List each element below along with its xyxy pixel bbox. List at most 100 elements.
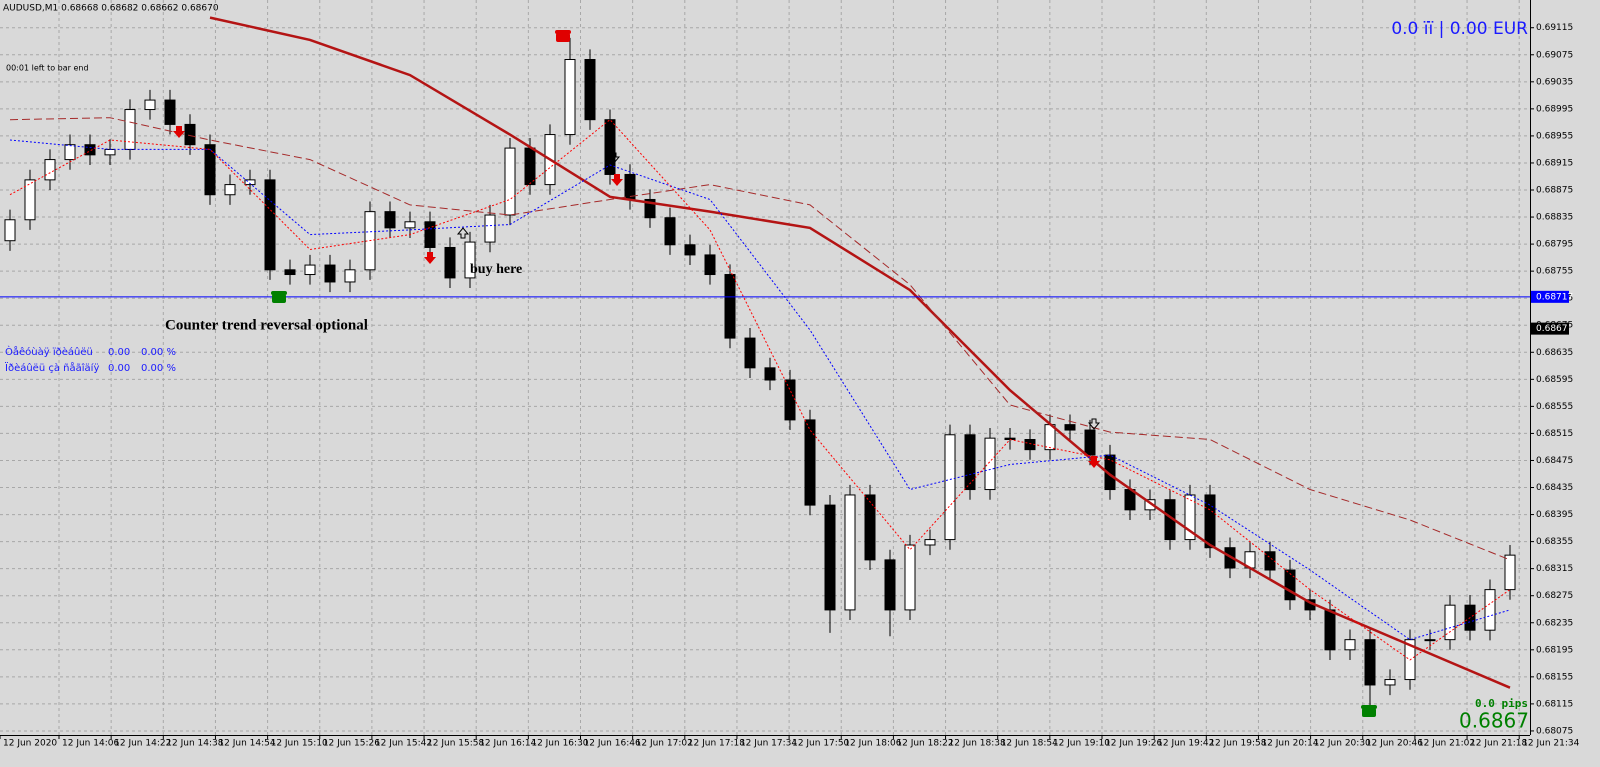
plot-area — [0, 16, 1530, 708]
level-label-box — [1531, 290, 1569, 303]
candle-body — [1344, 639, 1356, 651]
bid-label-box — [1531, 322, 1569, 335]
pips: 0.0 pips — [1475, 697, 1528, 710]
x-tick-label: 12 Jun 21:18 — [1470, 739, 1527, 749]
candle-body — [1184, 494, 1196, 541]
x-tick-label: 12 Jun 14:54 — [218, 739, 275, 749]
candle-body — [604, 119, 616, 175]
info-value: 0.00 — [108, 363, 130, 374]
candle-body — [824, 504, 836, 611]
candle-body — [1084, 429, 1096, 456]
candle-body — [844, 494, 856, 611]
sell-arrow — [1088, 456, 1100, 468]
y-tick-label: 0.68475 — [1536, 456, 1573, 466]
candle-body — [804, 419, 816, 506]
y-tick-label: 0.68595 — [1536, 375, 1573, 385]
y-tick-label: 0.68235 — [1536, 618, 1573, 628]
phone-icon — [271, 291, 287, 303]
x-tick-label: 12 Jun 19:42 — [1157, 739, 1214, 749]
phone-icon — [1361, 705, 1377, 717]
candle-body — [1424, 639, 1436, 642]
candle-body — [984, 437, 996, 491]
candle-body — [1264, 551, 1276, 571]
candle-body — [464, 241, 476, 279]
x-tick-label: 12 Jun 20:46 — [1366, 739, 1423, 749]
y-tick-label: 0.68075 — [1536, 726, 1573, 736]
candle-body — [424, 221, 436, 248]
x-tick-label: 12 Jun 18:38 — [949, 739, 1006, 749]
buy-arrow — [456, 227, 470, 239]
candle-body — [84, 144, 96, 156]
candle-body — [704, 254, 716, 276]
candle-body — [504, 147, 516, 216]
x-tick-label: 12 Jun 18:22 — [896, 739, 953, 749]
candle-body — [164, 99, 176, 125]
info-label: Òåêóùàÿ ïðèáûëü — [5, 345, 93, 358]
candle-body — [964, 434, 976, 491]
candle-body — [904, 544, 916, 611]
candle-body — [404, 221, 416, 229]
x-tick-label: 12 Jun 21:02 — [1418, 739, 1475, 749]
info-label: Ïðèáûëü çà ñåãîäíÿ — [5, 361, 99, 374]
chart-title: AUDUSD,M1 0.68668 0.68682 0.68662 0.6867… — [3, 4, 219, 14]
candle-body — [244, 179, 256, 186]
candle-body — [864, 494, 876, 561]
candle-body — [384, 211, 396, 229]
x-tick-label: 12 Jun 14:06 — [62, 739, 119, 749]
candle-body — [264, 179, 276, 271]
candle-body — [44, 159, 56, 181]
x-tick-label: 12 Jun 2020 — [3, 739, 57, 749]
level-label: 0.68717 — [1536, 292, 1573, 302]
indicator-line — [9, 139, 1511, 641]
candle-body — [104, 148, 116, 156]
x-tick-label: 12 Jun 18:06 — [844, 739, 901, 749]
candle-body — [1484, 589, 1496, 631]
x-tick-label: 12 Jun 15:58 — [427, 739, 484, 749]
candle-body — [784, 379, 796, 421]
x-tick-label: 12 Jun 17:50 — [792, 739, 849, 749]
candle-body — [664, 217, 676, 246]
candle-body — [584, 59, 596, 121]
candle-body — [144, 99, 156, 111]
y-tick-label: 0.68555 — [1536, 402, 1573, 412]
info-value: 0.00 — [108, 347, 130, 358]
candle-body — [1504, 554, 1516, 591]
x-tick-label: 12 Jun 19:58 — [1209, 739, 1266, 749]
candle-body — [684, 244, 696, 256]
x-tick-label: 12 Jun 15:26 — [323, 739, 380, 749]
candle-body — [24, 179, 36, 221]
x-tick-label: 12 Jun 16:46 — [584, 739, 641, 749]
y-tick-label: 0.68755 — [1536, 267, 1573, 277]
bid-price: 0.6867 — [1459, 709, 1529, 733]
x-tick-label: 12 Jun 16:14 — [479, 739, 536, 749]
candle-body — [644, 198, 656, 219]
x-tick-label: 12 Jun 20:14 — [1261, 739, 1318, 749]
x-tick-label: 12 Jun 17:34 — [740, 739, 797, 749]
indicator-line — [9, 117, 1511, 561]
x-tick-label: 12 Jun 21:34 — [1522, 739, 1579, 749]
candle-body — [1284, 569, 1296, 601]
annotation: Counter trend reversal optional — [165, 317, 368, 333]
x-tick-label: 12 Jun 19:10 — [1053, 739, 1110, 749]
y-tick-label: 0.68635 — [1536, 348, 1573, 358]
info-percent: 0.00 % — [141, 347, 176, 358]
candle-body — [924, 539, 936, 546]
x-tick-label: 12 Jun 15:42 — [375, 739, 432, 749]
x-tick-label: 12 Jun 14:22 — [114, 739, 171, 749]
y-tick-label: 0.68795 — [1536, 240, 1573, 250]
y-tick-label: 0.69115 — [1536, 23, 1573, 33]
candle-body — [324, 264, 336, 283]
x-tick-label: 12 Jun 17:02 — [636, 739, 693, 749]
bar-countdown: 00:01 left to bar end — [6, 64, 89, 73]
exit-arrow — [607, 152, 621, 164]
candle-body — [744, 337, 756, 369]
info-percent: 0.00 % — [141, 363, 176, 374]
candle-body — [1364, 639, 1376, 686]
candle-body — [204, 144, 216, 196]
candle-body — [184, 123, 196, 146]
indicator-line — [9, 119, 1511, 661]
candle-body — [524, 147, 536, 186]
y-tick-label: 0.68515 — [1536, 429, 1573, 439]
